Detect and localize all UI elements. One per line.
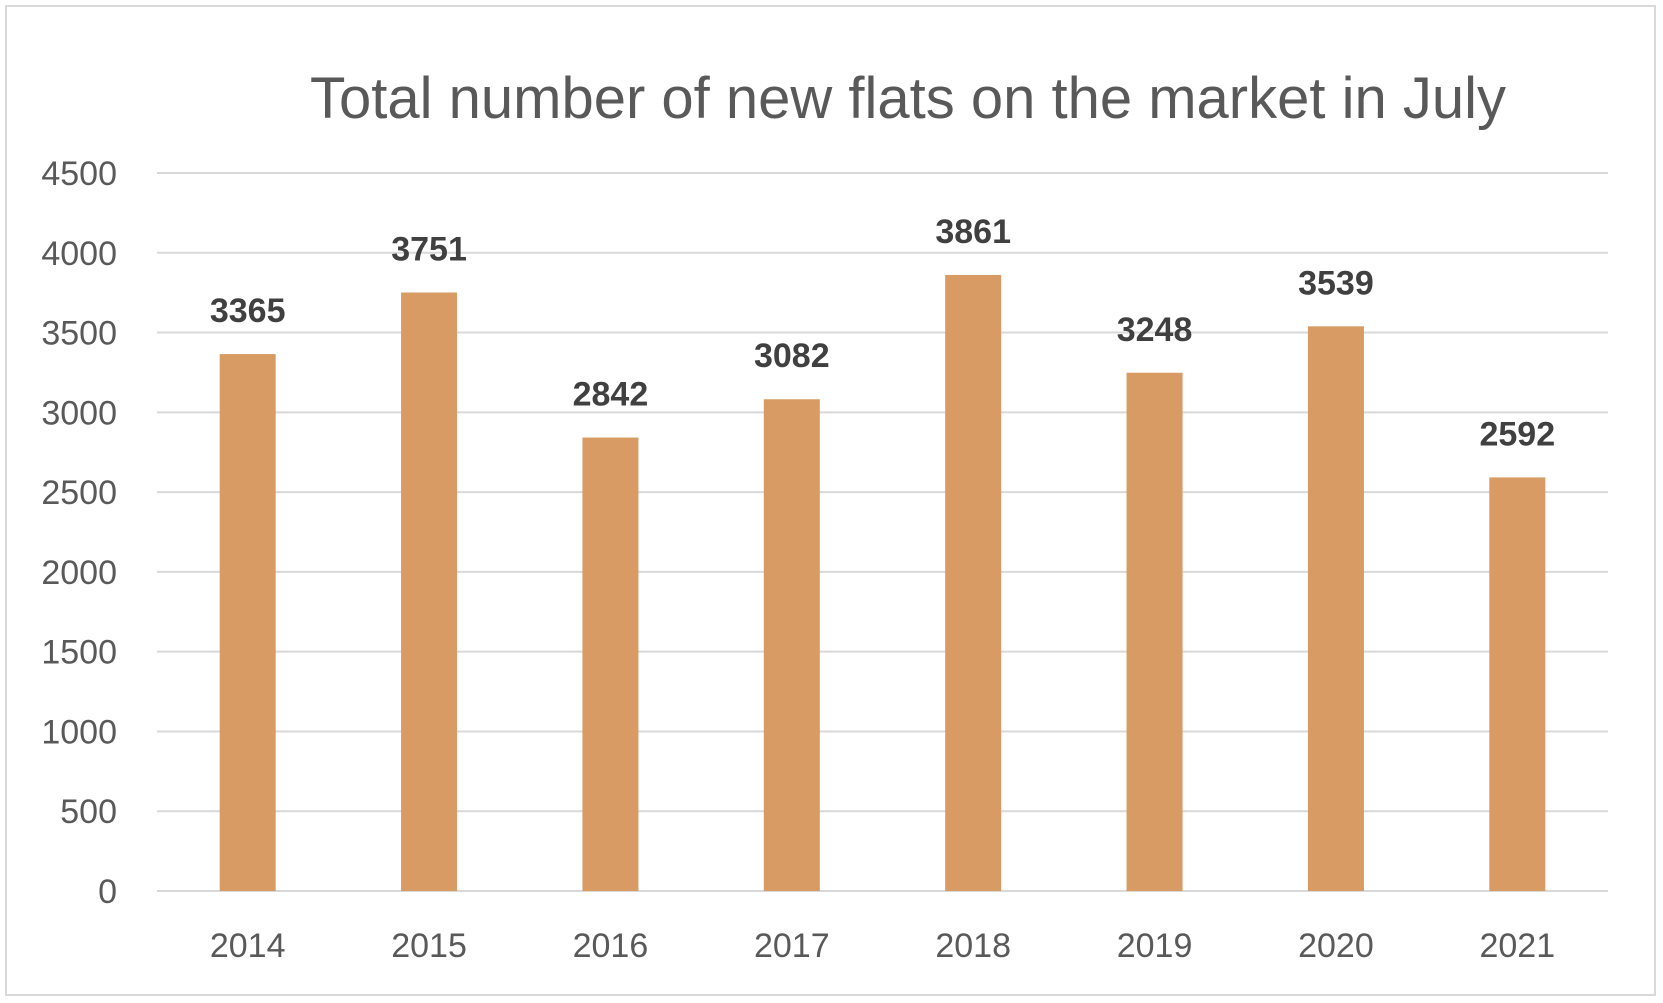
data-label: 3539 bbox=[1298, 264, 1374, 302]
y-tick-label: 2500 bbox=[41, 474, 117, 512]
data-label: 3861 bbox=[935, 213, 1011, 251]
y-tick-label: 1000 bbox=[41, 713, 117, 751]
gridlines bbox=[157, 172, 1608, 892]
chart-frame bbox=[5, 5, 1656, 996]
data-labels: 3365 3751 2842 3082 3861 3248 3539 2592 bbox=[210, 213, 1555, 453]
data-label: 3751 bbox=[391, 231, 467, 269]
y-tick-label: 4000 bbox=[41, 235, 117, 273]
x-category-label: 2017 bbox=[754, 927, 830, 965]
data-label: 3365 bbox=[210, 292, 286, 330]
bar bbox=[582, 437, 639, 891]
y-tick-label: 500 bbox=[60, 793, 117, 831]
data-label: 2842 bbox=[573, 376, 649, 414]
bar bbox=[763, 399, 820, 891]
data-label: 3082 bbox=[754, 337, 830, 375]
y-axis-tick-labels: 0 500 1000 1500 2000 2500 3000 3500 4000 4500 bbox=[41, 155, 117, 911]
data-label: 2592 bbox=[1479, 415, 1555, 453]
y-tick-label: 3000 bbox=[41, 394, 117, 432]
y-tick-label: 0 bbox=[98, 873, 117, 911]
bar bbox=[945, 274, 1002, 891]
chart-title: Total number of new flats on the market … bbox=[310, 66, 1506, 131]
x-axis-category-labels: 2014 2015 2016 2017 2018 2019 2020 2021 bbox=[210, 927, 1555, 965]
bar bbox=[1489, 477, 1546, 891]
y-tick-label: 3500 bbox=[41, 315, 117, 353]
x-category-label: 2020 bbox=[1298, 927, 1374, 965]
x-category-label: 2021 bbox=[1479, 927, 1555, 965]
bar bbox=[1126, 372, 1183, 891]
x-category-label: 2016 bbox=[573, 927, 649, 965]
x-category-label: 2019 bbox=[1117, 927, 1193, 965]
y-tick-label: 2000 bbox=[41, 554, 117, 592]
bars bbox=[219, 274, 1546, 892]
data-label: 3248 bbox=[1117, 311, 1193, 349]
x-category-label: 2014 bbox=[210, 927, 286, 965]
x-category-label: 2015 bbox=[391, 927, 467, 965]
bar bbox=[1307, 326, 1364, 891]
bar bbox=[401, 292, 458, 892]
y-tick-label: 4500 bbox=[41, 155, 117, 193]
y-tick-label: 1500 bbox=[41, 634, 117, 672]
bar bbox=[219, 354, 276, 891]
x-category-label: 2018 bbox=[935, 927, 1011, 965]
